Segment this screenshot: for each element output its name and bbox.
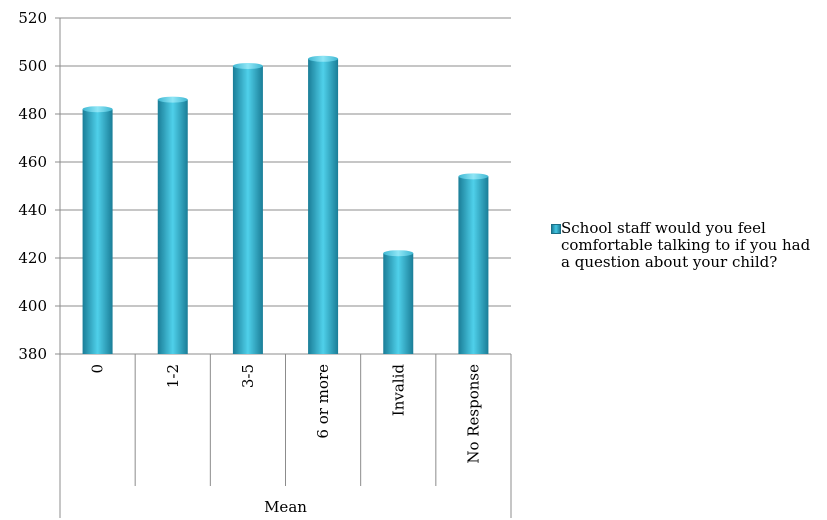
bar-cap [383,250,414,257]
x-tick-label: 0 [89,364,107,374]
y-tick-label: 380 [18,345,47,363]
x-tick-label: 3-5 [239,364,257,388]
x-axis: 0 1-2 3-5 6 or more Invalid No Response Mean [59,354,512,518]
x-group-label: Mean [264,498,307,516]
x-tick-label: Invalid [389,364,407,417]
bars [82,55,489,355]
legend-swatch [551,224,561,234]
gridlines [55,17,511,355]
y-tick-label: 520 [18,9,47,27]
x-tick-label: 6 or more [314,364,332,439]
bar [308,58,339,355]
y-axis: 380 400 420 440 460 480 500 520 [18,9,61,518]
y-tick-label: 480 [18,105,47,123]
bar [157,99,188,354]
bar-cap [308,55,339,62]
bar [232,66,263,354]
y-tick-label: 400 [18,297,47,315]
y-tick-label: 460 [18,153,47,171]
bar-cap [157,96,188,103]
x-tick-label: 1-2 [164,364,182,388]
bar [82,109,113,354]
bar [383,253,414,354]
bar-cap [82,106,113,113]
bar [458,176,489,354]
y-tick-label: 500 [18,57,47,75]
y-tick-label: 440 [18,201,47,219]
legend-label: School staff would you feel comfortable … [561,219,811,271]
x-tick-label: No Response [464,364,482,464]
bar-cap [458,173,489,180]
bar-cap [232,63,263,69]
legend: School staff would you feel comfortable … [551,220,821,271]
y-tick-label: 420 [18,249,47,267]
